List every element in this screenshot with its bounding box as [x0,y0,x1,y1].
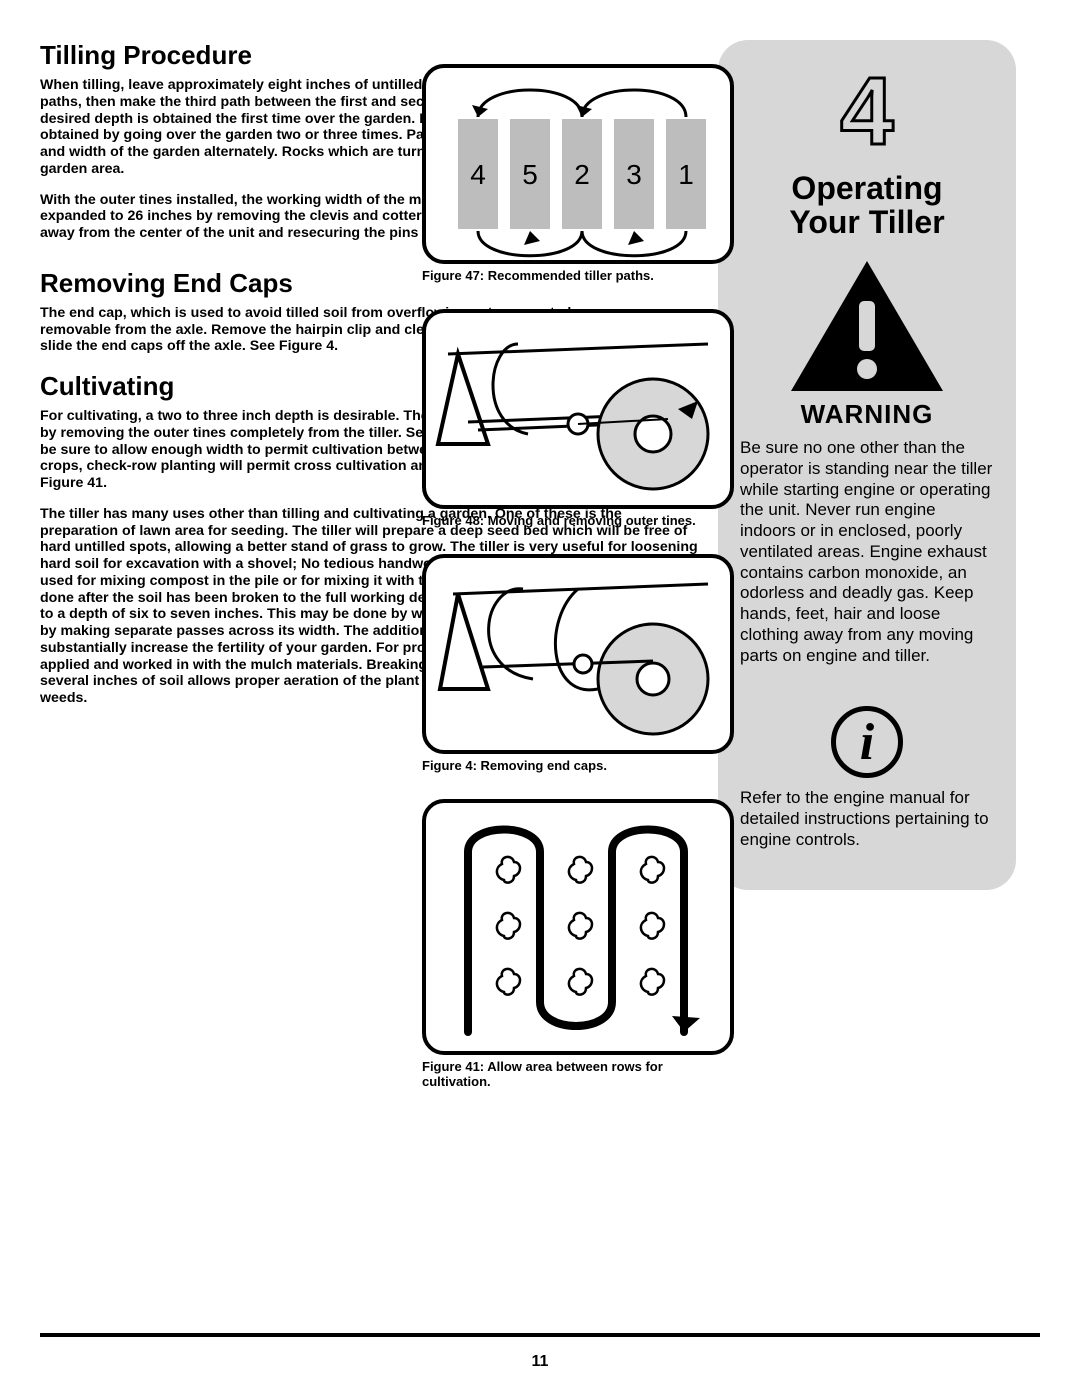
main-columns: Tilling Procedure When tilling, leave ap… [40,40,1040,890]
info-text: Refer to the engine manual for detailed … [736,788,998,850]
info-glyph: i [860,713,874,772]
chapter-number-glyph: 4 [840,60,893,160]
sidebar: 4 Operating Your Tiller WARNING Be sure … [718,40,1016,890]
info-icon: i [831,706,903,778]
page: Tilling Procedure When tilling, leave ap… [0,0,1080,1397]
chapter-number-icon: 4 [827,60,907,160]
chapter-title-l2: Your Tiller [789,204,944,240]
figure-48 [422,309,734,509]
warning-label: WARNING [801,399,934,430]
figure-4 [422,554,734,754]
figure-48-svg [428,314,728,504]
figure-4-caption: Figure 4: Removing end caps. [422,758,734,773]
figures-column: 4 5 2 3 1 Figure 47: Recommended tiller … [422,64,734,1089]
figure-47-svg: 4 5 2 3 1 [428,69,728,259]
bottom-rule [40,1333,1040,1337]
chapter-title-l1: Operating [791,170,942,206]
warning-triangle-icon [787,257,947,397]
path-label: 5 [522,159,538,190]
path-label: 1 [678,159,694,190]
path-label: 2 [574,159,590,190]
figure-41 [422,799,734,1055]
path-label: 4 [470,159,486,190]
chapter-title: Operating Your Tiller [789,172,944,239]
figure-41-svg [428,802,728,1052]
content-left: Tilling Procedure When tilling, leave ap… [40,40,700,890]
figure-47: 4 5 2 3 1 [422,64,734,264]
figure-41-caption: Figure 41: Allow area between rows for c… [422,1059,734,1089]
figure-48-caption: Figure 48: Moving and removing outer tin… [422,513,734,528]
warning-text: Be sure no one other than the operator i… [736,438,998,666]
path-label: 3 [626,159,642,190]
page-number: 11 [0,1353,1080,1371]
figure-4-svg [428,559,728,749]
figure-47-caption: Figure 47: Recommended tiller paths. [422,268,734,283]
